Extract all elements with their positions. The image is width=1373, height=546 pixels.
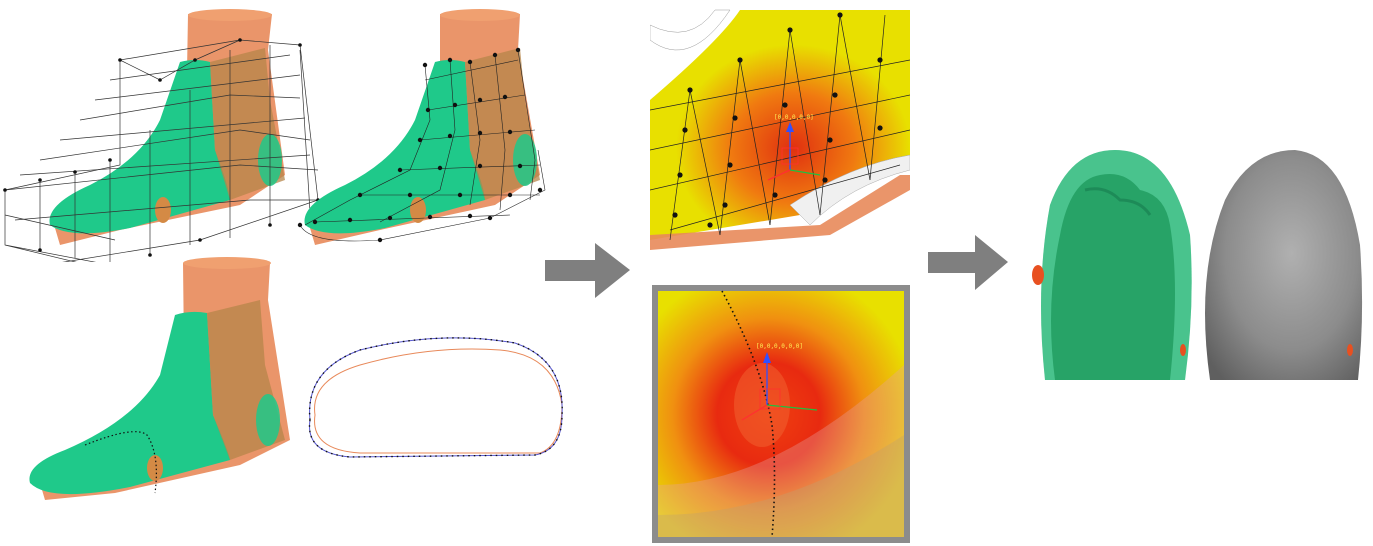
heatmap-mesh (650, 14, 910, 241)
dotted-section-curve (721, 290, 776, 538)
gizmo (767, 122, 821, 181)
heatmap-deformation-closeup-framed: [0,0,0,0,0,0] (652, 285, 910, 543)
cross-section-outline-overlay (308, 337, 563, 458)
gray-shaded-final-last (1205, 150, 1363, 380)
deformation-closeup-bottom: [0,0,0,0,0,0] (652, 285, 910, 543)
right-arrow-icon (928, 235, 1008, 290)
shoe-last (49, 60, 230, 234)
heatmap-deformation-closeup: [0,0,0,0,0] (650, 9, 910, 250)
cross-section-panel (300, 325, 575, 460)
heatmap-nodes (672, 12, 883, 228)
control-mesh-panel (290, 0, 560, 262)
section-curve-panel (25, 255, 300, 505)
coord-label-bottom: [0,0,0,0,0,0] (756, 343, 803, 350)
control-points (297, 47, 543, 243)
translucent-last-over-scanned-foot (1032, 150, 1192, 380)
foot-last-with-lattice-cage (3, 9, 320, 262)
right-arrow-icon (545, 243, 630, 298)
lattice-cage (4, 39, 319, 262)
flow-arrow-1 (545, 243, 630, 298)
foot-last-with-dotted-section-curve (29, 257, 290, 500)
deformation-closeup-top: [0,0,0,0,0] (650, 0, 910, 250)
lattice-nodes (3, 38, 320, 257)
gizmo-bottom (741, 352, 818, 421)
flow-arrow-2 (928, 235, 1008, 290)
foot-last-with-control-point-mesh (297, 9, 546, 245)
final-last-panel (1200, 145, 1365, 385)
overlay-result-panel (1030, 145, 1200, 385)
coord-label-top: [0,0,0,0,0] (774, 114, 814, 121)
dotted-section (84, 431, 157, 494)
control-mesh (299, 49, 546, 242)
ffd-cage-panel (0, 0, 325, 262)
